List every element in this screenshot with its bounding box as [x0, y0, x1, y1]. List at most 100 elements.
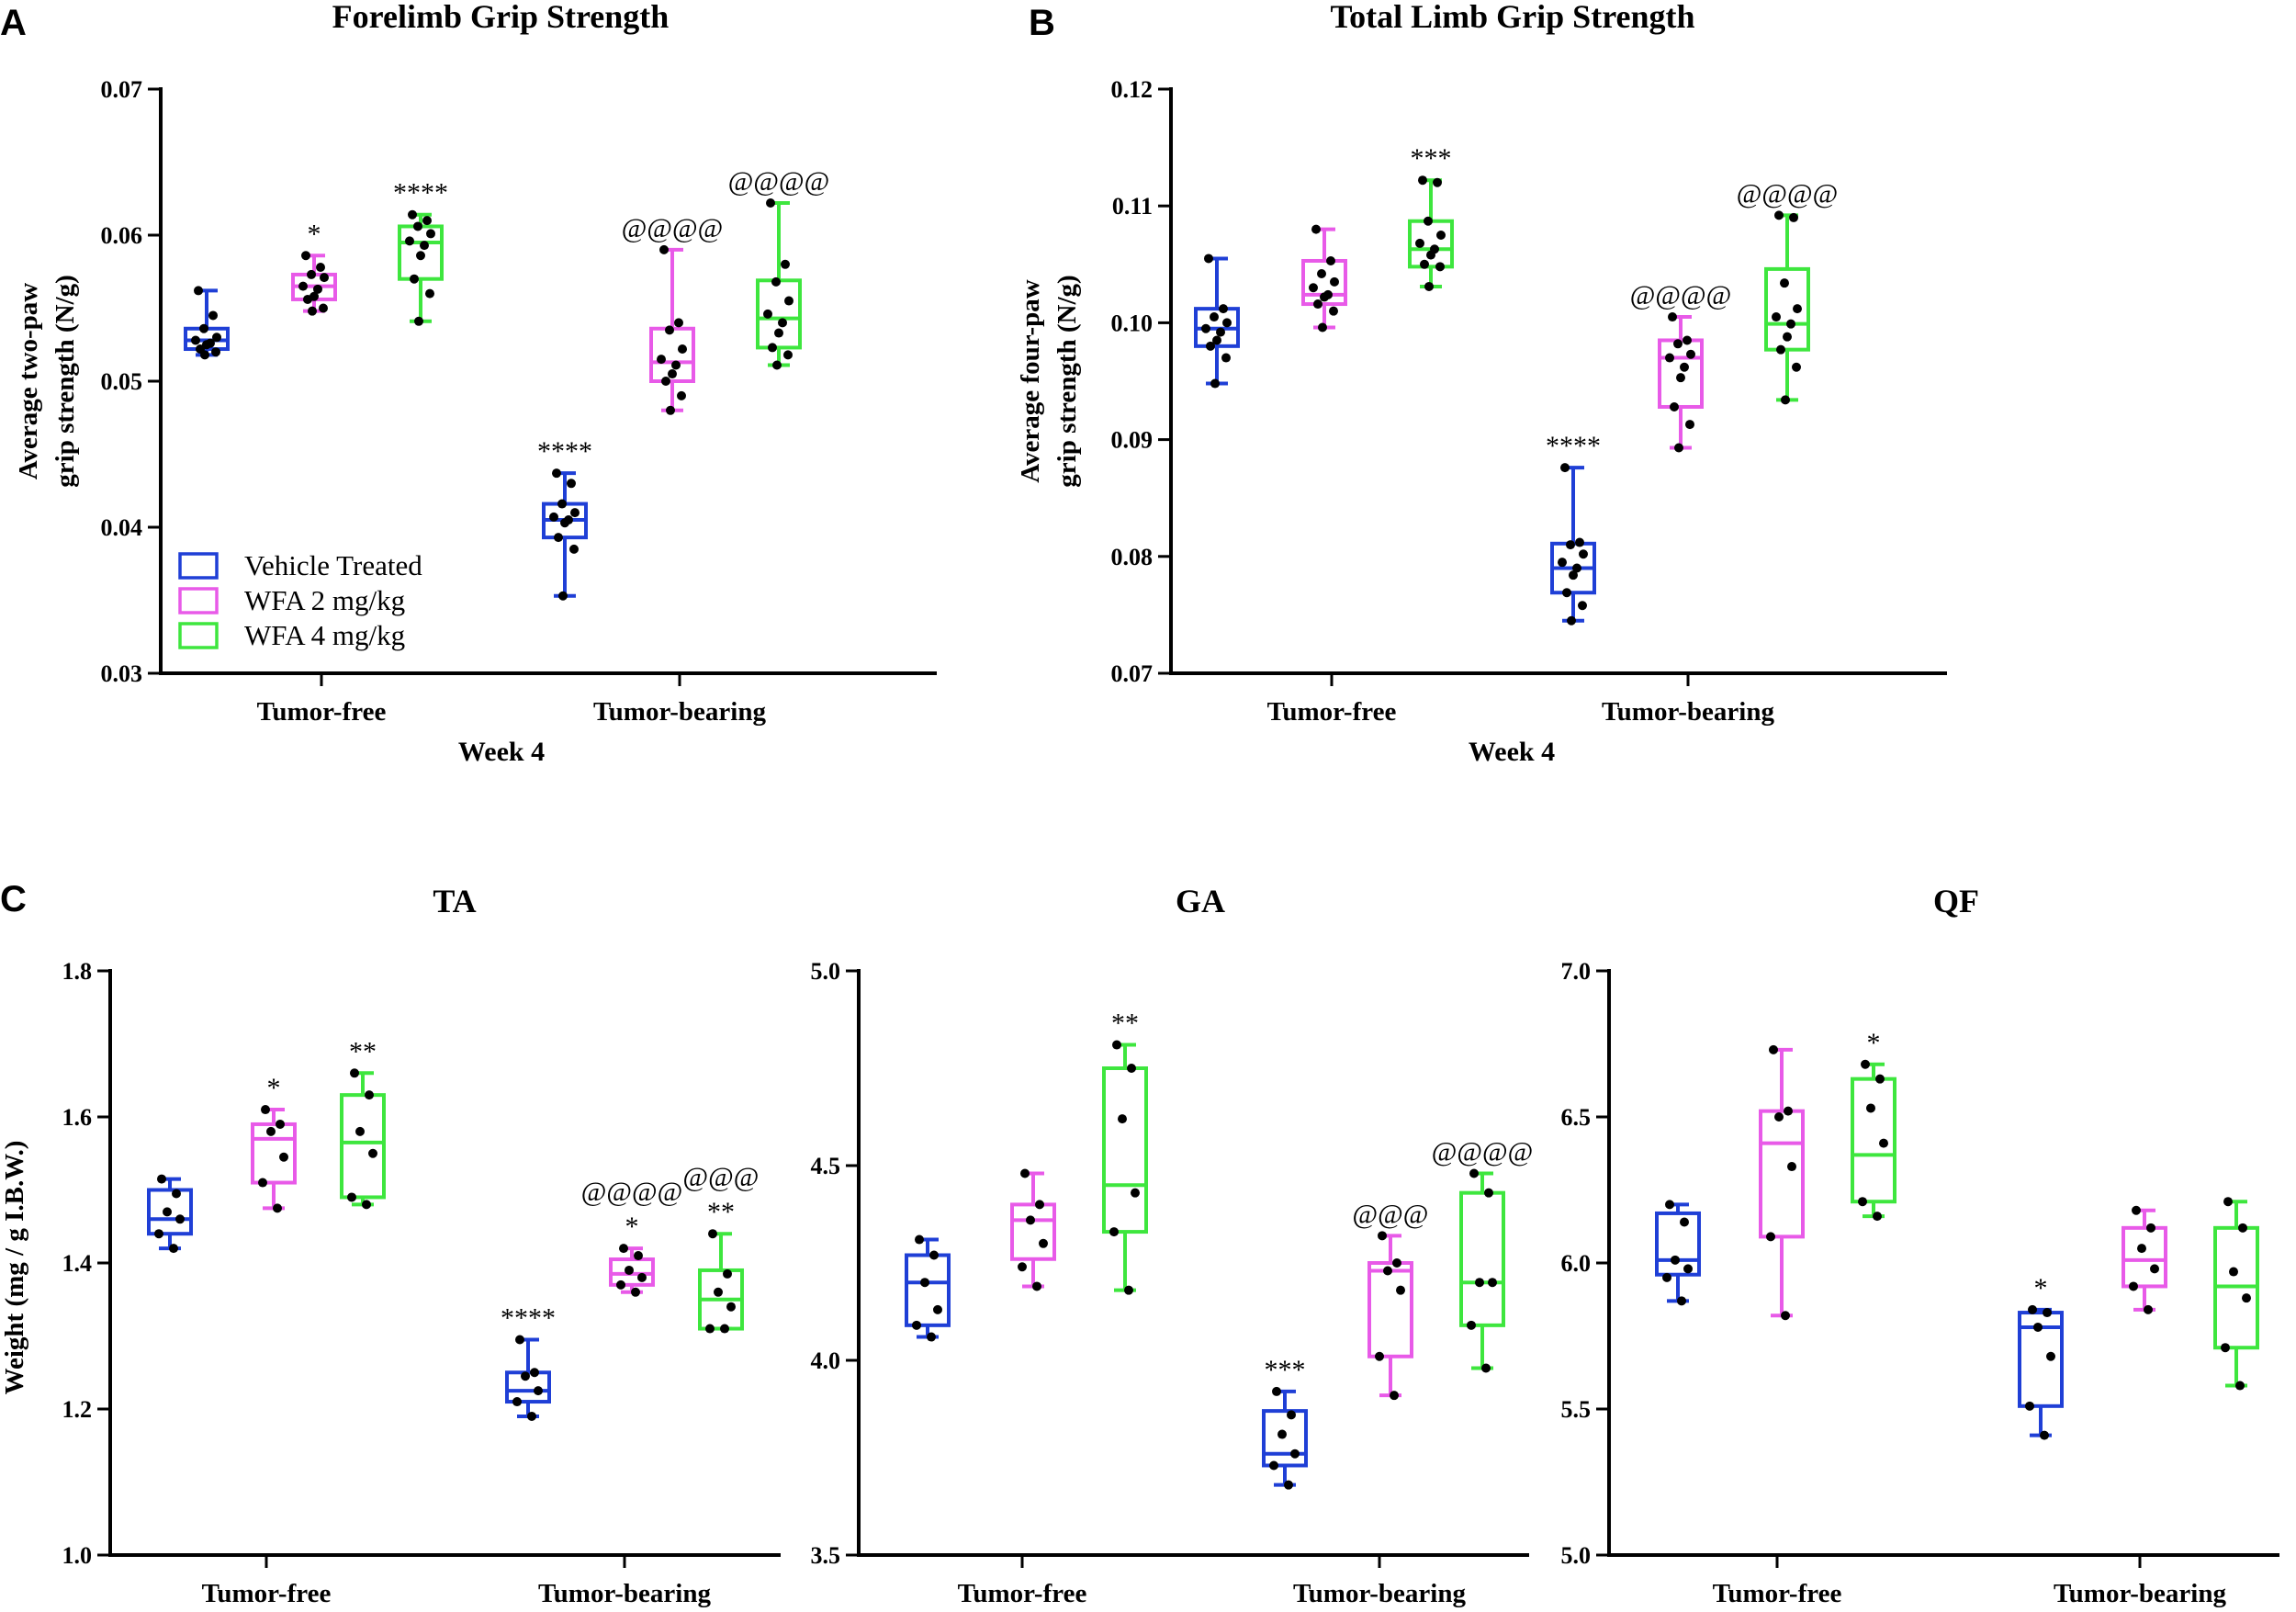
data-point — [425, 288, 434, 299]
data-point — [413, 221, 422, 231]
data-point — [1858, 1197, 1867, 1207]
significance-label: * — [625, 1212, 639, 1242]
box-iqr — [251, 1122, 297, 1185]
data-point — [1330, 276, 1339, 287]
data-point — [307, 269, 316, 279]
significance-label: **** — [1546, 431, 1601, 461]
data-point — [211, 347, 220, 357]
data-point — [405, 236, 414, 246]
data-point — [1866, 1103, 1875, 1113]
data-point — [1879, 1138, 1888, 1148]
data-point — [552, 468, 561, 479]
box-iqr — [340, 1093, 386, 1200]
data-point — [1781, 395, 1790, 405]
data-point — [208, 310, 218, 321]
significance-label: * — [1867, 1028, 1881, 1058]
data-point — [347, 1192, 356, 1202]
significance-label: ** — [1111, 1009, 1139, 1039]
y-tick-label: 4.0 — [811, 1347, 841, 1374]
y-tick-label: 5.5 — [1561, 1396, 1592, 1423]
data-point — [1326, 255, 1335, 265]
x-category-label: Tumor-bearing — [593, 697, 766, 727]
significance-label: @@@@ — [1432, 1136, 1534, 1167]
significance-label: * — [2034, 1273, 2048, 1303]
data-point — [1383, 1266, 1392, 1276]
data-point — [1206, 341, 1215, 351]
data-point — [521, 1371, 530, 1381]
data-point — [1769, 1044, 1778, 1054]
data-point — [2028, 1304, 2037, 1314]
box-iqr — [2018, 1311, 2064, 1408]
box-iqr — [1102, 1066, 1148, 1234]
data-point — [2043, 1308, 2052, 1318]
significance-label: **** — [501, 1302, 556, 1333]
data-point — [1665, 1200, 1674, 1210]
data-point — [1665, 353, 1674, 363]
data-point — [1680, 1217, 1689, 1227]
data-point — [1020, 1168, 1030, 1178]
data-point — [365, 1090, 374, 1100]
y-tick-label: 3.5 — [811, 1542, 841, 1569]
x-category-label: Tumor-bearing — [1293, 1579, 1466, 1608]
x-category-label: Tumor-free — [257, 697, 387, 727]
y-tick-label: 1.0 — [62, 1542, 93, 1569]
x-category-label: Tumor-bearing — [538, 1579, 711, 1608]
data-point — [308, 306, 317, 316]
significance-label: * — [308, 219, 321, 249]
data-point — [1318, 322, 1327, 333]
data-point — [567, 479, 576, 489]
chart-title: Forelimb Grip Strength — [332, 0, 670, 35]
data-point — [637, 1272, 647, 1282]
data-point — [422, 216, 432, 226]
data-point — [420, 241, 429, 251]
data-point — [554, 533, 563, 543]
x-category-label: Tumor-free — [1713, 1579, 1842, 1608]
data-point — [1786, 319, 1795, 329]
data-point — [1662, 1272, 1671, 1282]
box-iqr — [1367, 1261, 1413, 1358]
data-point — [920, 1278, 929, 1288]
data-point — [2040, 1430, 2049, 1440]
data-point — [631, 1287, 640, 1297]
significance-label: @@@@ — [1630, 280, 1732, 310]
data-point — [1579, 549, 1588, 559]
box-iqr — [1301, 258, 1347, 307]
data-point — [1418, 175, 1427, 186]
data-point — [414, 316, 423, 326]
legend-swatch — [178, 622, 219, 649]
data-point — [720, 1324, 729, 1334]
x-category-label: Tumor-free — [958, 1579, 1087, 1608]
significance-label: ** — [349, 1036, 377, 1066]
x-category-label: Tumor-free — [202, 1579, 332, 1608]
significance-label: *** — [1411, 143, 1452, 174]
data-point — [1683, 335, 1692, 345]
data-point — [1766, 1232, 1775, 1242]
y-tick-label: 7.0 — [1561, 958, 1592, 985]
data-point — [408, 209, 417, 220]
y-axis-label: Average four-paw — [1016, 279, 1045, 483]
data-point — [1375, 1351, 1384, 1361]
data-point — [619, 1244, 628, 1254]
chart-title: QF — [1933, 883, 1979, 919]
data-point — [2146, 1223, 2155, 1233]
data-point — [1793, 304, 1802, 314]
data-point — [766, 198, 775, 209]
data-point — [1378, 1231, 1387, 1241]
data-point — [2238, 1223, 2247, 1233]
y-tick-label: 0.11 — [1112, 193, 1153, 220]
data-point — [558, 591, 568, 601]
data-point — [1677, 1296, 1686, 1306]
data-point — [783, 350, 793, 360]
data-point — [355, 1126, 365, 1136]
data-point — [1572, 563, 1581, 573]
data-point — [1112, 1040, 1121, 1050]
data-point — [1317, 268, 1326, 278]
data-point — [1426, 250, 1435, 260]
y-tick-label: 1.2 — [62, 1396, 93, 1423]
data-point — [665, 325, 674, 335]
significance-label: @@@ — [1353, 1199, 1429, 1229]
data-point — [1792, 362, 1801, 372]
data-point — [1861, 1059, 1870, 1069]
data-point — [1390, 1391, 1399, 1401]
significance-label: @@@@ — [581, 1177, 683, 1207]
